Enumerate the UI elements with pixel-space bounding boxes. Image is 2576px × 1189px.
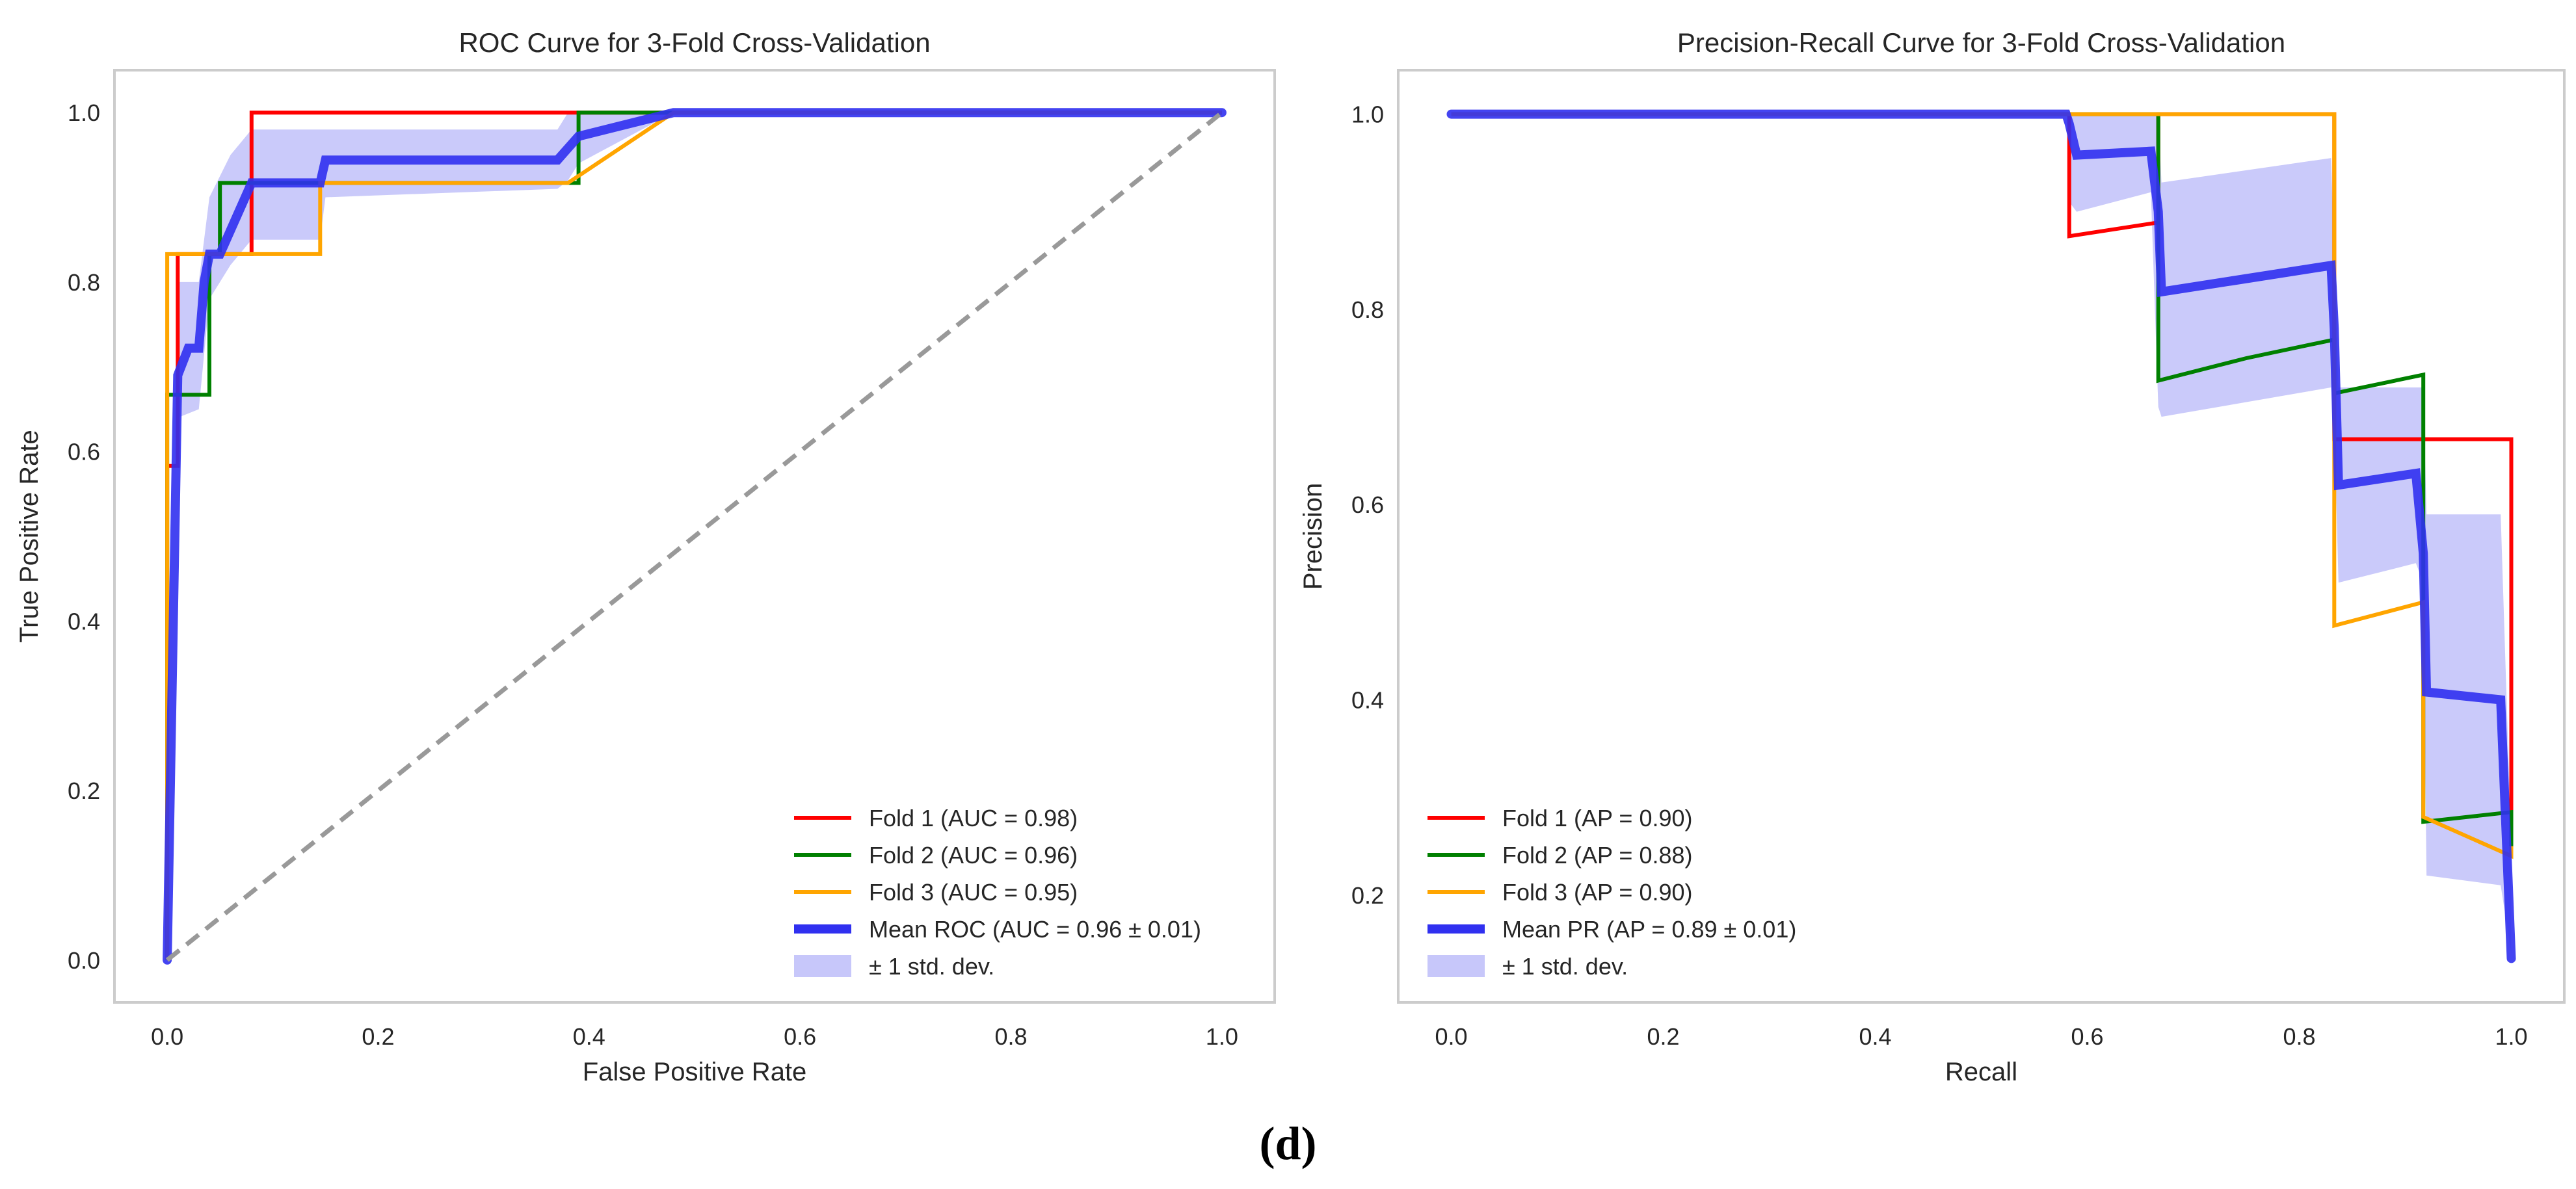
roc-ylabel: True Positive Rate bbox=[15, 430, 44, 643]
roc-ytick-label: 1.0 bbox=[68, 99, 100, 126]
roc-chance-line bbox=[165, 111, 1224, 962]
roc-std-band bbox=[178, 112, 674, 418]
pr-std-band bbox=[2069, 114, 2512, 954]
roc-xtick-label: 0.6 bbox=[784, 1023, 816, 1050]
roc-ytick-label: 0.6 bbox=[68, 439, 100, 465]
roc-ytick-label: 0.8 bbox=[68, 269, 100, 296]
pr-legend-label: Mean PR (AP = 0.89 ± 0.01) bbox=[1502, 916, 1796, 943]
roc-legend-label: Fold 2 (AUC = 0.96) bbox=[869, 842, 1078, 869]
pr-ytick-label: 0.2 bbox=[1351, 882, 1384, 909]
roc-legend-swatch bbox=[794, 955, 851, 977]
pr-legend-label: Fold 2 (AP = 0.88) bbox=[1502, 842, 1693, 869]
pr-xtick-label: 1.0 bbox=[2495, 1023, 2527, 1050]
roc-plot-area bbox=[163, 108, 1227, 965]
pr-mean-line bbox=[1446, 109, 2516, 963]
roc-title: ROC Curve for 3-Fold Cross-Validation bbox=[458, 27, 930, 58]
roc-xtick-label: 0.2 bbox=[362, 1023, 394, 1050]
roc-mean-line bbox=[163, 108, 1227, 965]
roc-legend-label: Fold 1 (AUC = 0.98) bbox=[869, 805, 1078, 831]
pr-xtick-label: 0.2 bbox=[1647, 1023, 1679, 1050]
roc-xtick-label: 1.0 bbox=[1206, 1023, 1238, 1050]
pr-ylabel: Precision bbox=[1299, 483, 1327, 590]
roc-legend-label: Fold 3 (AUC = 0.95) bbox=[869, 879, 1078, 906]
pr-legend-swatch bbox=[1427, 955, 1485, 977]
roc-xtick-label: 0.4 bbox=[573, 1023, 605, 1050]
pr-ytick-label: 1.0 bbox=[1351, 101, 1384, 128]
pr-title: Precision-Recall Curve for 3-Fold Cross-… bbox=[1677, 27, 2285, 58]
pr-xtick-label: 0.6 bbox=[2071, 1023, 2103, 1050]
roc-legend: Fold 1 (AUC = 0.98) Fold 2 (AUC = 0.96) Fo… bbox=[794, 805, 1201, 980]
roc-ytick-label: 0.2 bbox=[68, 777, 100, 804]
roc-xlabel: False Positive Rate bbox=[583, 1058, 807, 1086]
figure-caption: (d) bbox=[1259, 1117, 1317, 1169]
pr-legend: Fold 1 (AP = 0.90) Fold 2 (AP = 0.88) Fold… bbox=[1427, 805, 1796, 980]
roc-fold-line bbox=[165, 111, 1222, 960]
roc-ytick-label: 0.4 bbox=[68, 608, 100, 634]
pr-legend-label: Fold 1 (AP = 0.90) bbox=[1502, 805, 1693, 831]
pr-xlabel: Recall bbox=[1945, 1058, 2017, 1086]
pr-plot-area bbox=[1446, 109, 2516, 963]
pr-legend-label: Fold 3 (AP = 0.90) bbox=[1502, 879, 1693, 906]
pr-ytick-label: 0.8 bbox=[1351, 296, 1384, 323]
pr-ytick-label: 0.4 bbox=[1351, 687, 1384, 714]
roc-xtick-label: 0.8 bbox=[995, 1023, 1028, 1050]
pr-xtick-label: 0.8 bbox=[2283, 1023, 2315, 1050]
pr-chart: Precision-Recall Curve for 3-Fold Cross-… bbox=[1299, 27, 2566, 1086]
pr-xtick-label: 0.0 bbox=[1435, 1023, 1467, 1050]
pr-ytick-label: 0.6 bbox=[1351, 491, 1384, 518]
roc-legend-label: ± 1 std. dev. bbox=[869, 953, 994, 980]
roc-legend-label: Mean ROC (AUC = 0.96 ± 0.01) bbox=[869, 916, 1201, 943]
roc-ytick-label: 0.0 bbox=[68, 947, 100, 974]
roc-xtick-label: 0.0 bbox=[151, 1023, 183, 1050]
roc-chart: ROC Curve for 3-Fold Cross-Validation 0.0… bbox=[15, 27, 1276, 1086]
pr-xtick-label: 0.4 bbox=[1859, 1023, 1891, 1050]
pr-legend-label: ± 1 std. dev. bbox=[1502, 953, 1628, 980]
